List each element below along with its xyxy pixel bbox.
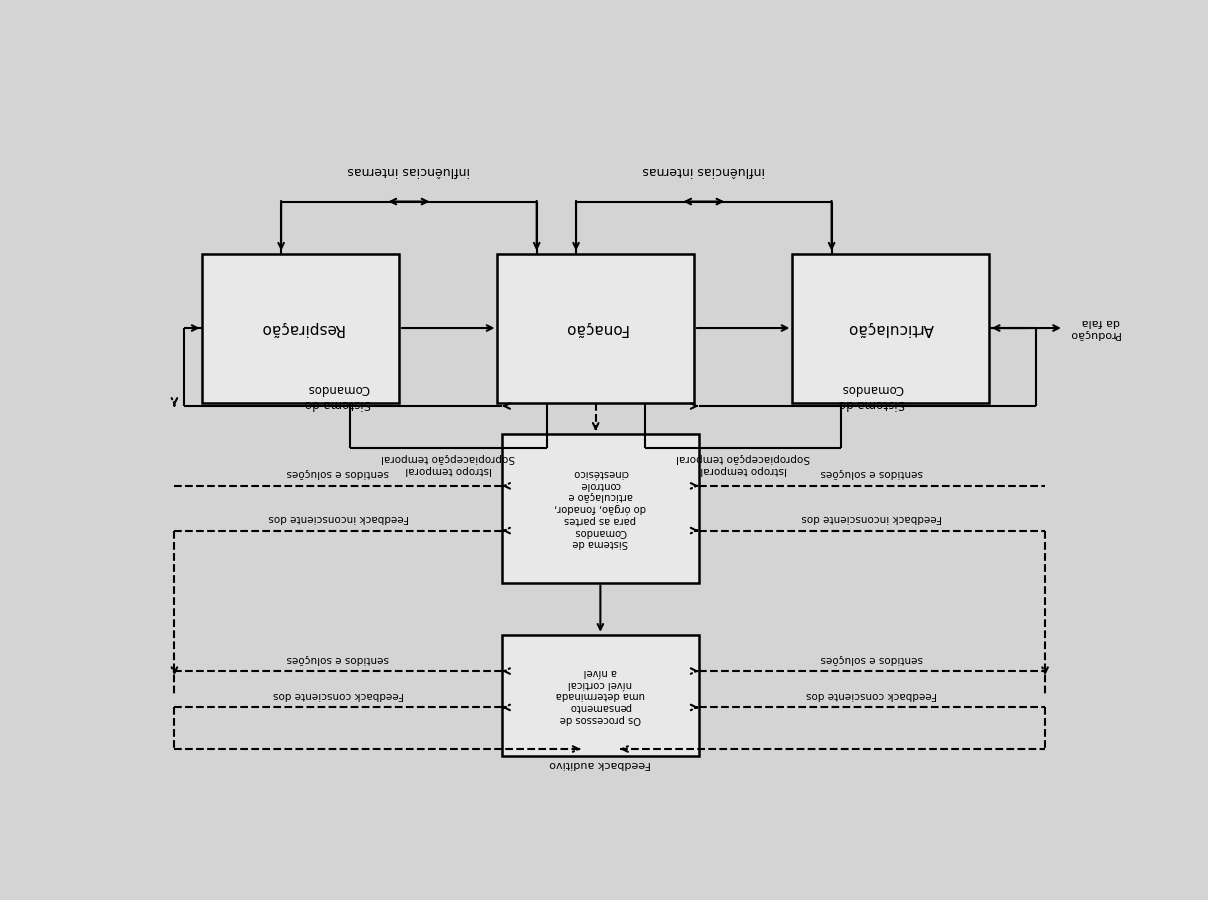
Text: Feedback consciente dos: Feedback consciente dos [807,690,937,700]
FancyBboxPatch shape [203,254,399,402]
Text: Articulação: Articulação [848,320,934,336]
Text: Produção
da fala: Produção da fala [1069,317,1120,338]
FancyBboxPatch shape [498,254,693,402]
FancyBboxPatch shape [503,634,698,756]
Text: influências internas: influências internas [348,164,470,177]
Text: sentidos e soluções: sentidos e soluções [820,468,923,479]
Text: Istropo temporal
Sopropiacepção temporal: Istropo temporal Sopropiacepção temporal [382,453,516,474]
Text: Feedback consciente dos: Feedback consciente dos [273,690,403,700]
Text: Sistema de
Comandos: Sistema de Comandos [306,382,371,410]
Text: influências internas: influências internas [643,164,765,177]
Text: Respiração: Respiração [259,320,343,336]
Text: Os processos de
pensamento
uma determinada
nível cortical
a nível: Os processos de pensamento uma determina… [556,667,645,724]
FancyBboxPatch shape [792,254,989,402]
FancyBboxPatch shape [503,434,698,582]
Text: Sistema de
Comandos: Sistema de Comandos [838,382,905,410]
Text: Sistema de
Comandos
para as partes
do órgão, fonador,
articulação e
controle
cin: Sistema de Comandos para as partes do ór… [554,468,646,548]
Text: sentidos e soluções: sentidos e soluções [288,653,389,663]
Text: sentidos e soluções: sentidos e soluções [820,653,923,663]
Text: Istropo temporal
Sopropiacepção temporal: Istropo temporal Sopropiacepção temporal [676,453,811,474]
Text: Feedback inconsciente dos: Feedback inconsciente dos [268,513,408,523]
Text: Fonação: Fonação [564,320,628,336]
Text: Feedback auditivo: Feedback auditivo [550,760,651,770]
Text: sentidos e soluções: sentidos e soluções [288,468,389,479]
Text: Feedback inconsciente dos: Feedback inconsciente dos [802,513,942,523]
